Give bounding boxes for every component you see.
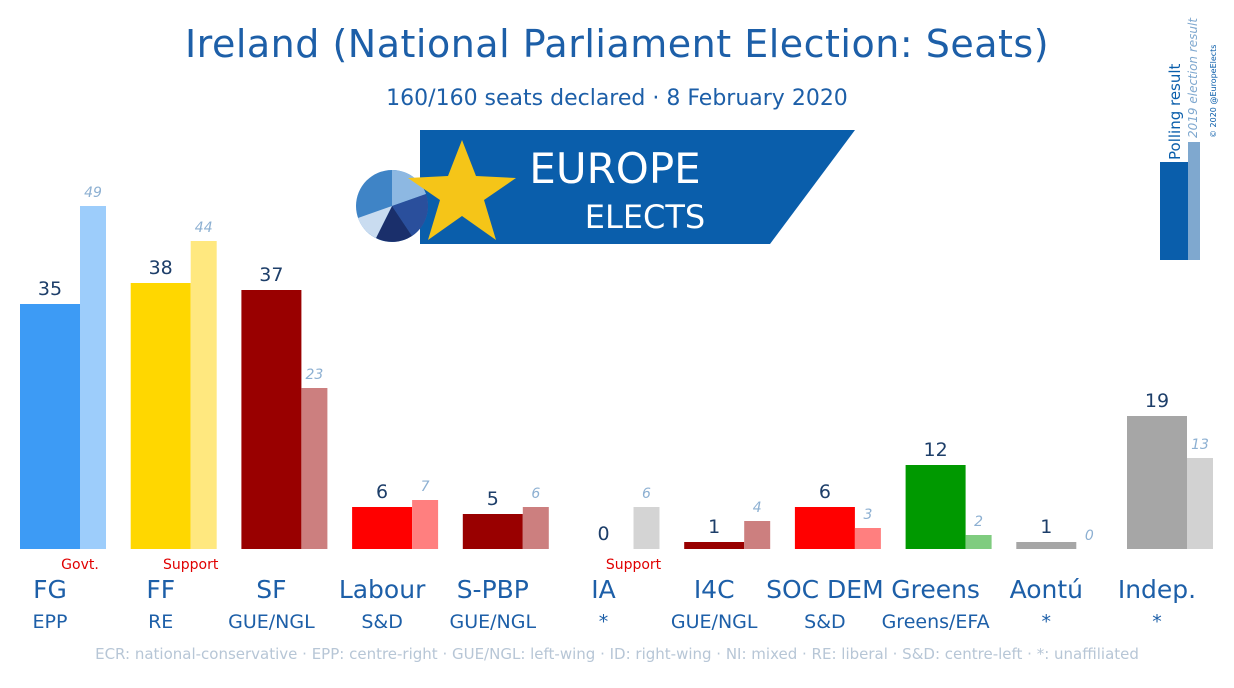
value-label-current-4: 5 [487, 488, 499, 510]
group-label-3: S&D [361, 611, 403, 633]
bar-current-2 [241, 290, 302, 549]
europe-elects-logo: EUROPE ELECTS [356, 130, 855, 244]
group-label-2: GUE/NGL [228, 611, 315, 633]
value-label-previous-6: 4 [753, 500, 762, 516]
category-label-10: Indep. [1118, 575, 1196, 604]
value-label-current-2: 37 [259, 264, 283, 286]
bar-previous-10 [1187, 458, 1213, 549]
category-label-3: Labour [339, 575, 426, 604]
bar-previous-8 [965, 535, 992, 549]
bar-current-0 [20, 304, 80, 549]
value-label-previous-10: 13 [1191, 437, 1209, 453]
note-label-0: Govt. [61, 557, 99, 573]
bar-previous-4 [522, 507, 549, 549]
bar-current-6 [684, 542, 745, 549]
legend: Polling result 2019 election result © 20… [1160, 17, 1218, 260]
chart-subtitle: 160/160 seats declared · 8 February 2020 [386, 86, 848, 111]
logo-line1: EUROPE [529, 144, 700, 193]
category-label-6: I4C [694, 575, 735, 604]
value-label-current-3: 6 [376, 481, 388, 503]
category-label-7: SOC DEM [766, 575, 884, 604]
bar-current-7 [794, 507, 855, 549]
category-label-0: FG [33, 575, 67, 604]
bar-current-4 [462, 514, 523, 549]
bar-previous-5 [633, 507, 660, 549]
value-label-current-8: 12 [924, 439, 948, 461]
logo-line2: ELECTS [585, 198, 705, 236]
value-label-previous-9: 0 [1085, 528, 1094, 544]
legend-previous-swatch [1188, 142, 1200, 260]
group-label-10: * [1152, 611, 1162, 633]
bar-previous-2 [301, 388, 328, 549]
category-label-5: IA [591, 575, 615, 604]
star-icon [408, 140, 516, 240]
value-label-current-1: 38 [149, 257, 173, 279]
category-label-1: FF [146, 575, 175, 604]
value-label-previous-8: 2 [974, 514, 983, 530]
value-label-current-10: 19 [1145, 390, 1169, 412]
value-label-previous-5: 6 [642, 486, 651, 502]
value-label-current-5: 0 [597, 523, 609, 545]
category-label-9: Aontú [1010, 575, 1083, 604]
bar-current-8 [905, 465, 966, 549]
legend-current-swatch [1160, 162, 1188, 260]
bar-current-1 [130, 283, 191, 549]
logo-banner [420, 130, 855, 244]
bar-previous-6 [744, 521, 771, 549]
value-label-previous-3: 7 [421, 479, 430, 495]
group-label-9: * [1042, 611, 1052, 633]
category-label-8: Greens [891, 575, 980, 604]
bar-current-3 [352, 507, 413, 549]
legend-current-label: Polling result [1166, 63, 1184, 160]
category-label-4: S-PBP [457, 575, 529, 604]
bar-current-10 [1127, 416, 1187, 549]
category-label-2: SF [256, 575, 286, 604]
value-label-current-7: 6 [819, 481, 831, 503]
group-label-7: S&D [804, 611, 846, 633]
value-label-previous-4: 6 [531, 486, 540, 502]
value-label-previous-2: 23 [305, 367, 323, 383]
value-label-previous-1: 44 [195, 220, 213, 236]
footnote: ECR: national-conservative · EPP: centre… [95, 645, 1139, 663]
bar-previous-7 [854, 528, 881, 549]
group-label-6: GUE/NGL [671, 611, 758, 633]
value-label-current-0: 35 [38, 278, 62, 300]
value-label-previous-0: 49 [84, 185, 102, 201]
group-label-8: Greens/EFA [882, 611, 990, 633]
bar-previous-1 [190, 241, 217, 549]
group-label-1: RE [148, 611, 173, 633]
group-label-4: GUE/NGL [450, 611, 537, 633]
group-label-5: * [599, 611, 609, 633]
bar-previous-3 [412, 500, 439, 549]
note-label-5: Support [606, 557, 662, 573]
legend-previous-label: 2019 election result [1186, 17, 1200, 138]
note-label-1: Support [163, 557, 219, 573]
chart-title: Ireland (National Parliament Election: S… [184, 22, 1050, 66]
legend-copyright: © 2020 @EuropeElects [1209, 45, 1218, 138]
group-label-0: EPP [33, 611, 68, 633]
logo-pie-icon [356, 169, 429, 242]
value-label-current-9: 1 [1040, 516, 1052, 538]
value-label-current-6: 1 [708, 516, 720, 538]
bar-previous-0 [80, 206, 106, 549]
value-label-previous-7: 3 [863, 507, 872, 523]
bar-current-9 [1016, 542, 1077, 549]
